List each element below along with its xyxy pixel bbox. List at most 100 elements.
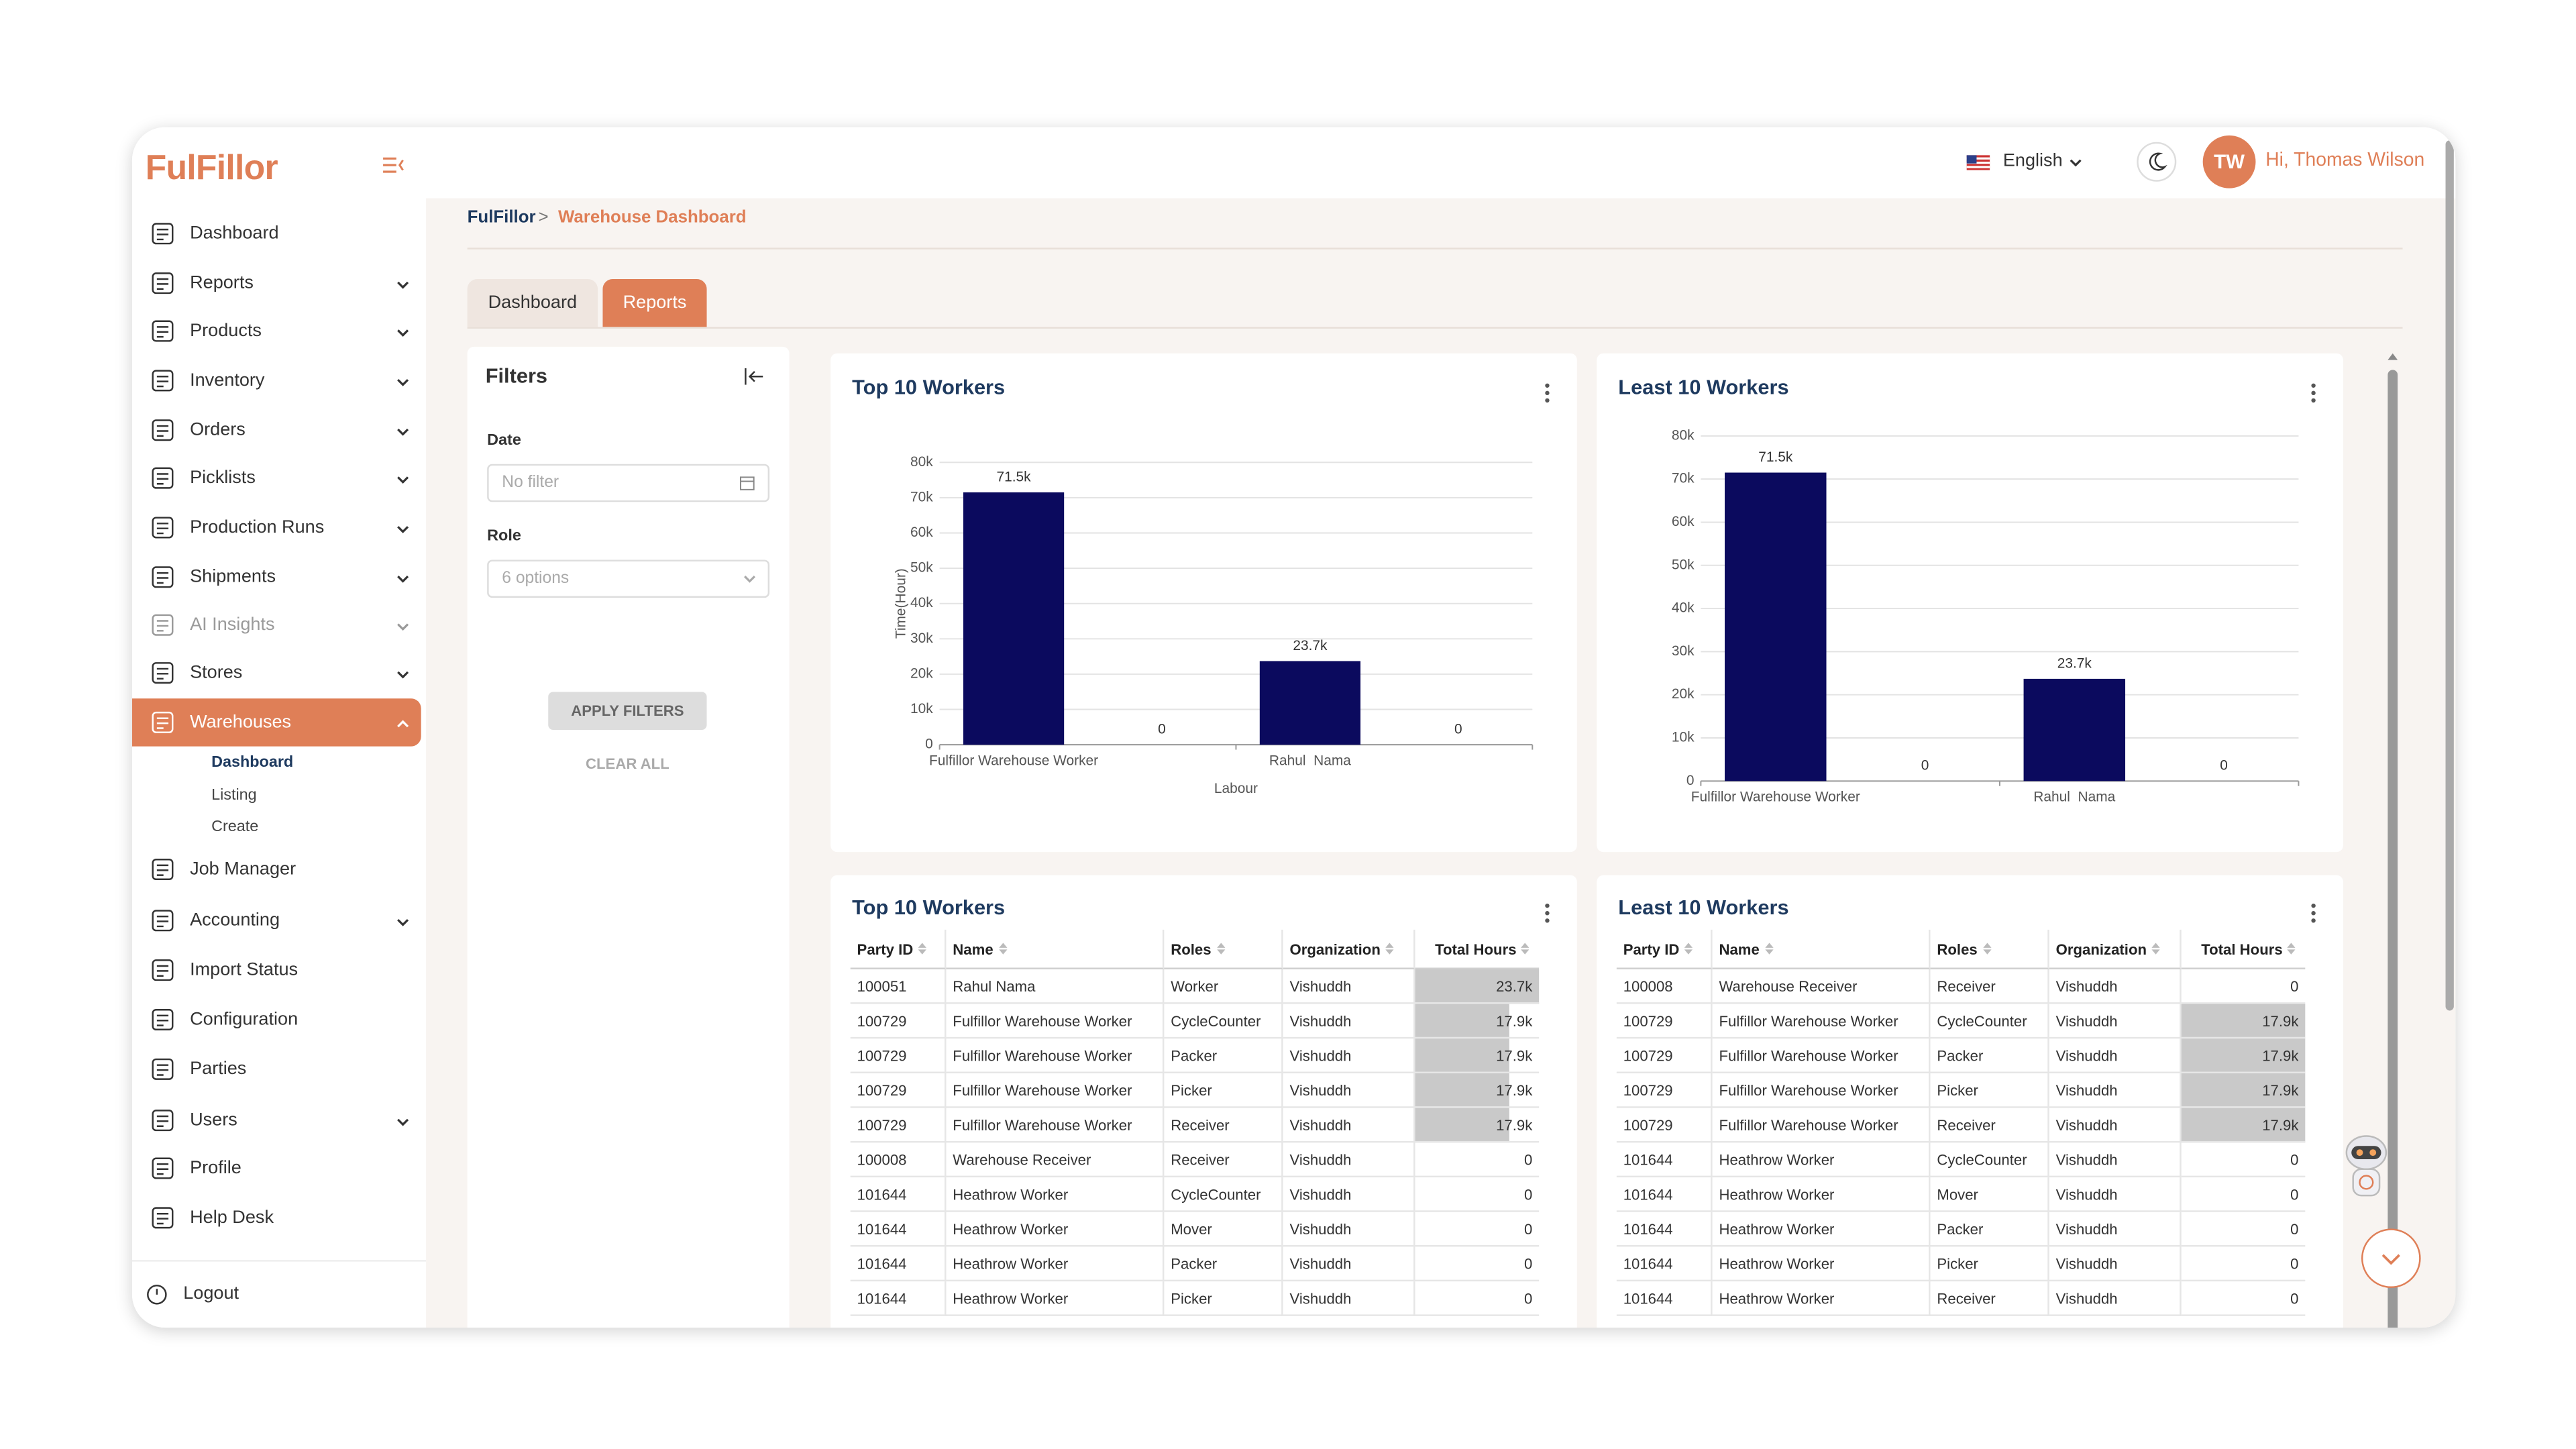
table-cell <box>1164 1108 1283 1143</box>
nav-icon-part <box>152 711 174 733</box>
filter-input[interactable] <box>487 464 770 502</box>
table-header-cell[interactable]: Name <box>1712 929 1931 969</box>
table-cell <box>1283 1108 1415 1143</box>
table-cell-text: CycleCounter <box>1171 1185 1261 1202</box>
table-cell <box>1712 1073 1931 1108</box>
sort-icon[interactable] <box>2151 943 2160 955</box>
sort-icon[interactable] <box>2288 943 2296 955</box>
nav-item[interactable]: Job Manager <box>190 859 297 879</box>
sort-icon[interactable] <box>1216 943 1225 955</box>
nav-item[interactable]: Shipments <box>190 567 276 588</box>
table-cell <box>1616 1142 1713 1178</box>
filters-panel <box>467 346 790 1328</box>
nav-icon-part <box>152 1157 174 1179</box>
table-header-cell[interactable]: Organization <box>2049 929 2182 969</box>
table-cell-text: Picker <box>1937 1081 1978 1098</box>
nav-item[interactable]: Help Desk <box>190 1208 274 1228</box>
nav-subitem[interactable]: Listing <box>211 786 257 805</box>
kebab-menu[interactable] <box>1544 903 1551 923</box>
nav-item[interactable]: Import Status <box>190 960 299 980</box>
tab-label[interactable]: Dashboard <box>488 292 578 313</box>
collapse-filters[interactable] <box>745 368 763 385</box>
apply-filters-label[interactable]: APPLY FILTERS <box>571 702 684 718</box>
clear-all-button[interactable]: CLEAR ALL <box>586 755 669 772</box>
chevron-part <box>397 1118 409 1126</box>
table-cell <box>1415 1281 1540 1316</box>
chevron-part <box>2070 159 2082 167</box>
nav-item[interactable]: Production Runs <box>190 517 325 538</box>
nav-logout[interactable]: Logout <box>183 1283 239 1304</box>
nav-item[interactable]: Dashboard <box>190 223 279 244</box>
tab[interactable] <box>602 278 707 327</box>
nav-item[interactable]: AI Insights <box>190 614 275 635</box>
table-header-cell[interactable]: Roles <box>1164 929 1283 969</box>
y-tick-label: 50k <box>910 560 933 576</box>
tab-label[interactable]: Reports <box>623 292 687 313</box>
filter-label: Role <box>487 527 521 545</box>
table-header-cell[interactable]: Total Hours <box>1415 930 1540 969</box>
chevron <box>2070 159 2082 167</box>
hours-label: 0 <box>2290 1289 2299 1307</box>
nav-item[interactable]: Inventory <box>190 370 265 391</box>
table-cell <box>2181 1108 2306 1143</box>
nav-item[interactable]: Parties <box>190 1059 247 1079</box>
filter-label: Date <box>487 431 521 450</box>
sort-icon[interactable] <box>1385 943 1394 955</box>
sort-icon[interactable] <box>1521 943 1530 955</box>
sort-icon[interactable] <box>1982 943 1991 955</box>
table-header-cell[interactable]: Party ID <box>1616 929 1713 969</box>
table-cell <box>1164 1038 1283 1073</box>
sort-icon[interactable] <box>998 943 1007 955</box>
table-cell <box>1164 1142 1283 1178</box>
filter-input[interactable] <box>487 559 770 598</box>
theme-toggle[interactable] <box>2137 142 2177 182</box>
kebab-menu[interactable] <box>2310 903 2317 923</box>
nav-subitem[interactable]: Create <box>211 818 259 837</box>
assistant-bot[interactable] <box>2335 1133 2401 1205</box>
table-header-cell[interactable]: Party ID <box>850 929 947 969</box>
x-tick-label: Rahul Nama <box>1269 753 1351 768</box>
breadcrumb-root[interactable]: FulFillor <box>467 207 536 228</box>
nav-item[interactable]: Orders <box>190 420 246 440</box>
table-cell <box>1283 1281 1415 1316</box>
table-header-cell[interactable]: Name <box>946 929 1165 969</box>
nav-subitem[interactable]: Dashboard <box>211 753 294 772</box>
nav-item[interactable]: Products <box>190 321 262 341</box>
kebab-menu-part <box>1545 390 1550 396</box>
tab[interactable] <box>467 278 598 327</box>
table-cell <box>850 1142 947 1178</box>
table-cell-text: 101644 <box>1623 1254 1673 1272</box>
table-cell <box>850 1212 947 1247</box>
kebab-menu[interactable] <box>2310 383 2317 403</box>
scroll-down-button[interactable] <box>2361 1228 2421 1288</box>
kebab-menu[interactable] <box>1544 383 1551 403</box>
chart-layer: 0 10k 20k 30k 40k 50k 60k 70k 80k 71.5k Fulfillor … <box>894 427 2300 804</box>
nav-item[interactable]: Configuration <box>190 1010 299 1030</box>
hours-bar <box>1415 1073 1509 1108</box>
table-cell <box>1930 1038 2049 1073</box>
apply-filters-button[interactable] <box>548 692 707 730</box>
sort-icon[interactable] <box>1684 943 1693 955</box>
nav-item[interactable]: Users <box>190 1110 237 1130</box>
sort-icon[interactable] <box>1764 943 1773 955</box>
nav-item[interactable]: Accounting <box>190 910 280 931</box>
language-select[interactable]: English <box>2002 151 2063 171</box>
nav-item[interactable]: Warehouses <box>190 712 292 733</box>
table-cell-text: 100729 <box>857 1012 907 1029</box>
table-cell-text: Fulfillor Warehouse Worker <box>1719 1116 1898 1133</box>
nav-item[interactable]: Stores <box>190 663 243 683</box>
nav-item[interactable]: Profile <box>190 1158 241 1179</box>
theme-toggle-part <box>2137 142 2177 182</box>
sort-icon[interactable] <box>918 943 926 955</box>
user-greeting[interactable]: Hi, Thomas Wilson <box>2265 150 2425 171</box>
table-cell <box>1164 1004 1283 1039</box>
table-header-cell[interactable]: Roles <box>1930 929 2049 969</box>
menu-toggle[interactable] <box>383 157 405 174</box>
table-header-cell[interactable]: Total Hours <box>2181 930 2306 969</box>
nav-item[interactable]: Picklists <box>190 468 256 488</box>
nav-icon <box>152 959 174 981</box>
table-cell-text: Packer <box>1937 1220 1984 1237</box>
nav-item[interactable]: Reports <box>190 273 254 293</box>
table-cell <box>2049 1246 2182 1282</box>
table-header-cell[interactable]: Organization <box>1283 929 1415 969</box>
